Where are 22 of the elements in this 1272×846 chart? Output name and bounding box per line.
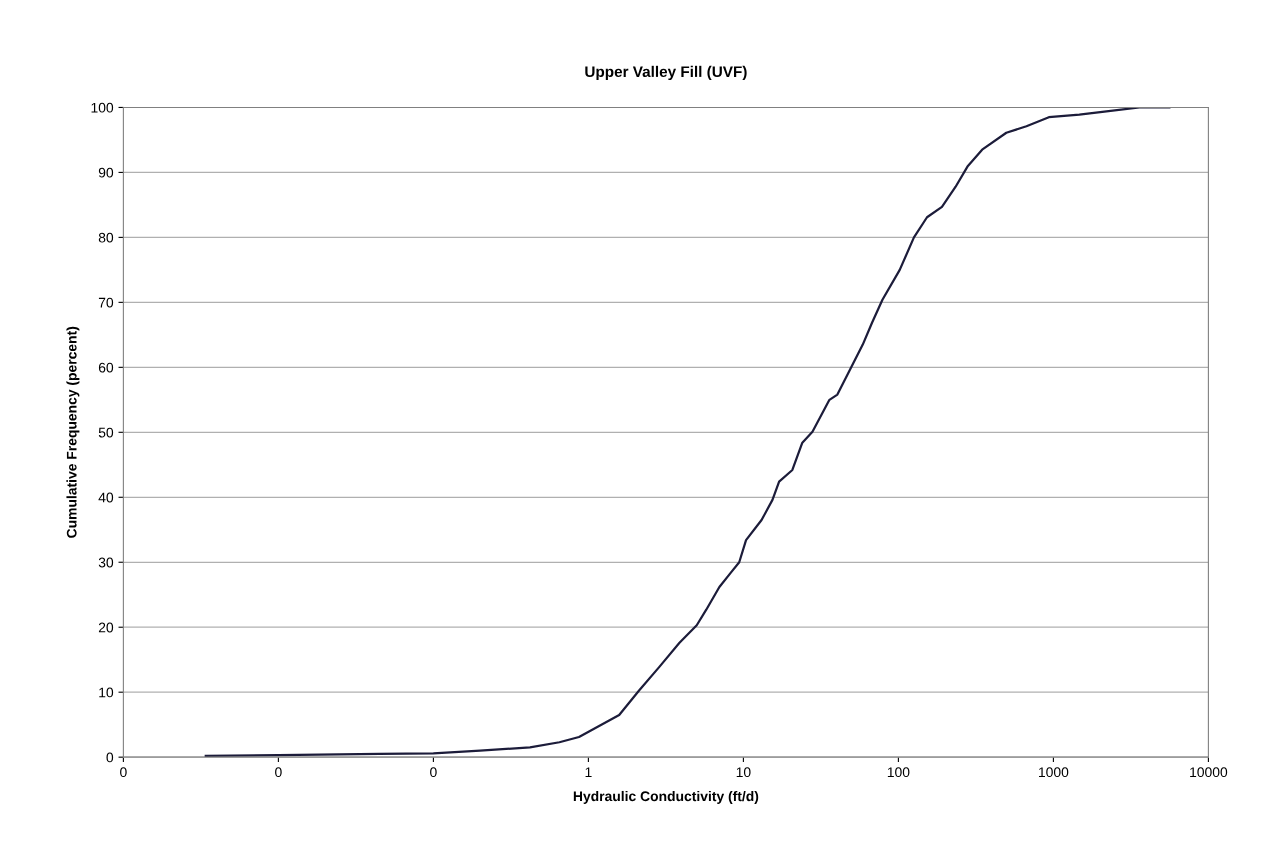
x-tick-label: 0	[275, 767, 282, 778]
y-tick-label: 90	[98, 167, 114, 178]
y-tick-label: 40	[98, 492, 114, 503]
chart-title: Upper Valley Fill (UVF)	[585, 65, 747, 81]
y-tick-label: 80	[98, 232, 114, 243]
y-tick-label: 0	[106, 752, 114, 763]
x-tick-label: 10	[736, 767, 751, 778]
y-tick-label: 50	[98, 427, 114, 438]
x-axis-title: Hydraulic Conductivity (ft/d)	[573, 790, 759, 804]
y-tick-label: 30	[98, 557, 114, 568]
x-tick-label: 0	[430, 767, 437, 778]
y-tick-label: 60	[98, 362, 114, 373]
x-tick-label: 0	[120, 767, 127, 778]
x-tick-label: 1000	[1039, 767, 1069, 778]
x-tick-label: 100	[887, 767, 910, 778]
y-tick-label: 100	[91, 102, 114, 113]
y-axis-title: Cumulative Frequency (percent)	[66, 326, 80, 538]
y-tick-label: 10	[99, 687, 114, 698]
y-tick-label: 20	[98, 622, 114, 633]
x-tick-label: 1	[585, 767, 592, 777]
y-tick-label: 70	[98, 297, 114, 308]
x-tick-label: 10000	[1190, 767, 1228, 778]
